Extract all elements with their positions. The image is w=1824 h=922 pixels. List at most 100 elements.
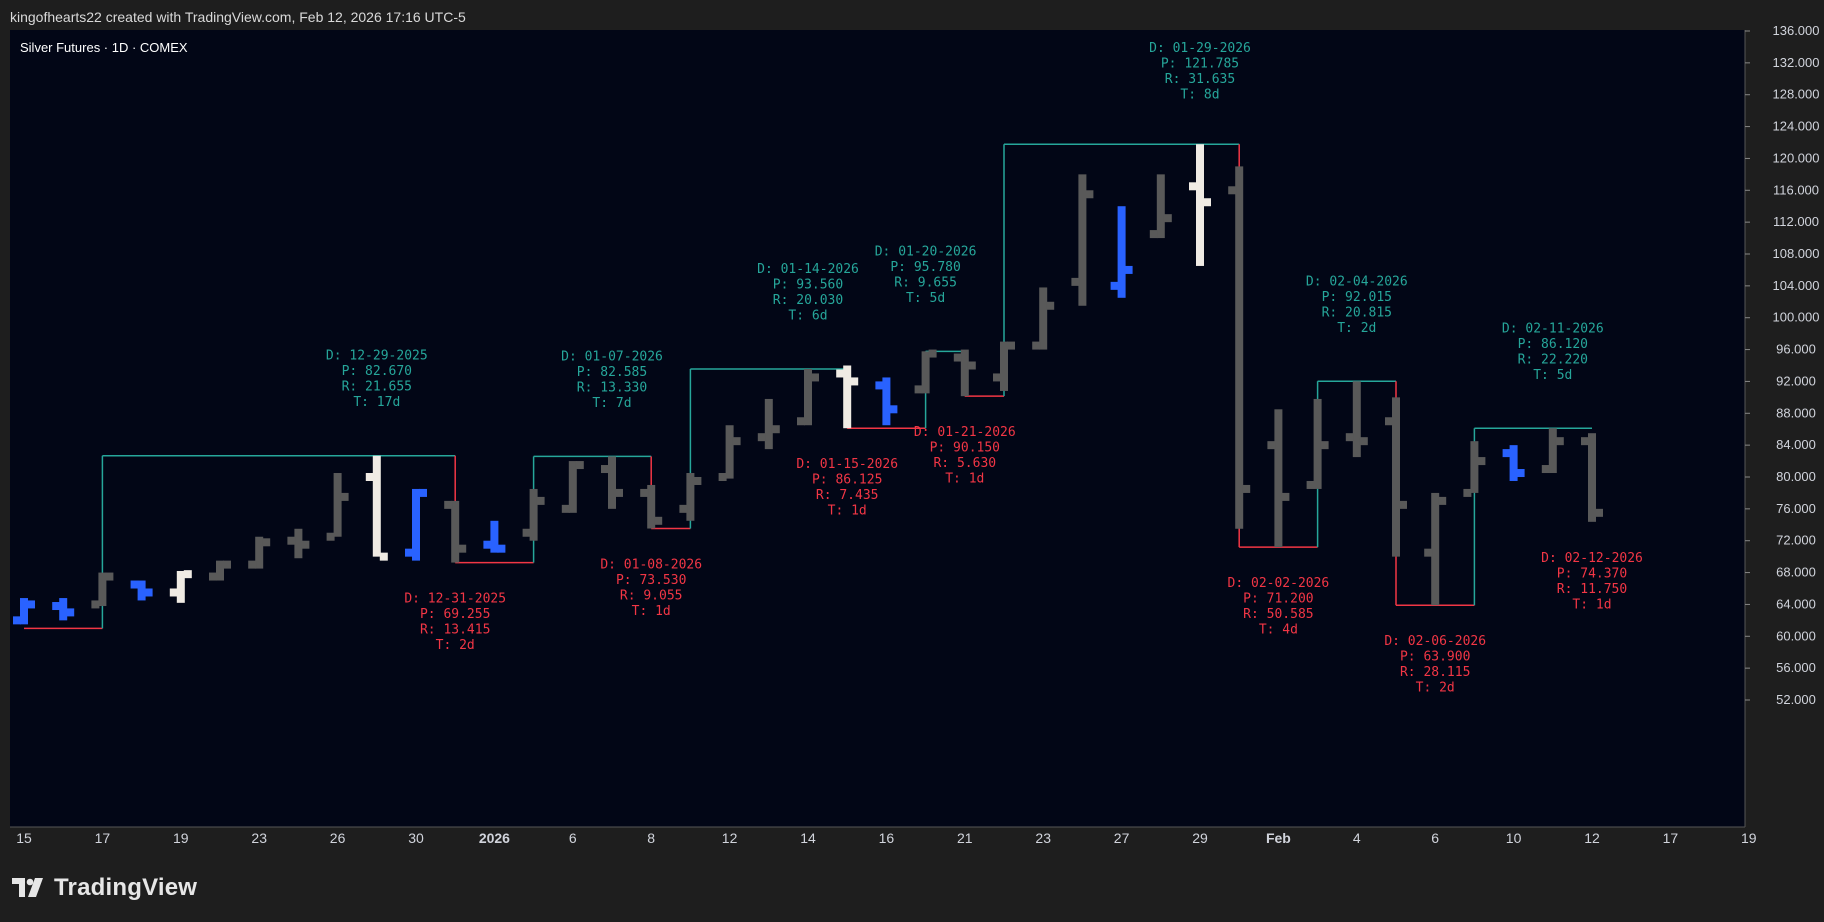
ohlc-bar bbox=[483, 520, 506, 553]
bar-open-tick bbox=[1189, 182, 1197, 191]
bar-range bbox=[608, 456, 616, 509]
bar-open-tick bbox=[601, 465, 609, 474]
ohlc-bar bbox=[1032, 287, 1055, 350]
tradingview-logo-text: TradingView bbox=[54, 874, 198, 901]
ohlc-bar bbox=[1267, 409, 1290, 548]
bar-close-tick bbox=[1085, 190, 1094, 199]
bar-open-tick bbox=[91, 600, 100, 609]
bar-open-tick bbox=[797, 417, 805, 426]
price-tick-label: 100.000 bbox=[1773, 310, 1820, 325]
ohlc-bar bbox=[1345, 381, 1368, 458]
annotation-line: T: 1d bbox=[828, 504, 867, 519]
bar-close-tick bbox=[1203, 198, 1211, 207]
bar-close-tick bbox=[419, 488, 427, 497]
bar-open-tick bbox=[875, 381, 884, 390]
price-axis[interactable]: 136.000 132.000 128.000 124.000 120.000 116.0… bbox=[1745, 23, 1820, 707]
bar-range bbox=[1470, 441, 1479, 493]
annotation-line: T: 2d bbox=[1416, 681, 1455, 696]
ohlc-bar bbox=[365, 455, 388, 561]
bar-close-tick bbox=[223, 560, 231, 569]
bar-close-tick bbox=[1124, 265, 1133, 274]
time-tick-label: 10 bbox=[1506, 830, 1522, 846]
bar-range bbox=[686, 473, 695, 521]
time-axis[interactable]: 15 17 19 23 26 30 2026 6 8 12 14 16 21 23 27 29 Feb 4 6 10 1… bbox=[16, 830, 1757, 846]
bar-open-tick bbox=[914, 385, 923, 394]
price-tick-label: 128.000 bbox=[1773, 87, 1820, 102]
bar-open-tick bbox=[13, 616, 21, 625]
tradingview-logo[interactable]: TradingView bbox=[12, 874, 197, 902]
bar-close-tick bbox=[1163, 214, 1172, 223]
time-tick-label: 21 bbox=[957, 830, 973, 846]
bar-close-tick bbox=[850, 377, 859, 386]
bar-open-tick bbox=[1110, 281, 1119, 290]
ohlc-bar bbox=[1502, 445, 1525, 481]
price-tick-label: 72.000 bbox=[1776, 533, 1816, 548]
bar-open-tick bbox=[1032, 341, 1041, 350]
bar-open-tick bbox=[953, 353, 962, 362]
ohlc-bar bbox=[679, 473, 702, 521]
ohlc-bar bbox=[248, 536, 271, 569]
price-tick-label: 68.000 bbox=[1776, 565, 1816, 580]
price-bars bbox=[13, 144, 1603, 625]
annotation-line: P: 86.120 bbox=[1518, 337, 1588, 352]
bar-close-tick bbox=[889, 405, 898, 414]
bar-range bbox=[137, 580, 146, 601]
annotation-line: D: 01-15-2026 bbox=[796, 457, 898, 472]
bar-range bbox=[451, 500, 460, 563]
price-tick-label: 136.000 bbox=[1773, 23, 1820, 38]
annotation-line: D: 02-04-2026 bbox=[1306, 274, 1408, 289]
bar-range bbox=[1313, 398, 1322, 489]
annotation-line: T: 1d bbox=[1572, 597, 1611, 612]
annotation-line: T: 2d bbox=[1337, 321, 1376, 336]
bar-close-tick bbox=[1281, 492, 1290, 501]
ohlc-bar bbox=[405, 488, 427, 561]
bar-range bbox=[843, 365, 852, 429]
annotation-line: P: 93.560 bbox=[773, 278, 843, 293]
bar-close-tick bbox=[1555, 437, 1564, 446]
annotation-line: D: 01-29-2026 bbox=[1149, 41, 1251, 56]
bar-open-tick bbox=[1463, 488, 1472, 497]
ohlc-bar bbox=[1581, 433, 1603, 522]
ohlc-bar bbox=[1110, 206, 1133, 298]
price-tick-label: 112.000 bbox=[1773, 214, 1819, 229]
bar-range bbox=[1509, 445, 1518, 481]
bar-range bbox=[921, 351, 930, 394]
bar-close-tick bbox=[928, 349, 937, 358]
bar-close-tick bbox=[693, 476, 702, 485]
bar-range bbox=[1117, 206, 1126, 298]
time-tick-label: 19 bbox=[173, 830, 189, 846]
bar-range bbox=[1078, 174, 1087, 306]
annotation-line: R: 9.655 bbox=[894, 275, 957, 290]
time-tick-label: 30 bbox=[408, 830, 424, 846]
annotation-line: R: 20.815 bbox=[1322, 305, 1392, 320]
annotation-line: P: 74.370 bbox=[1557, 566, 1627, 581]
annotation-line: D: 02-02-2026 bbox=[1228, 576, 1330, 591]
bar-open-tick bbox=[130, 580, 139, 589]
time-tick-label: 23 bbox=[251, 830, 267, 846]
annotation-line: P: 82.670 bbox=[342, 364, 412, 379]
annotation-line: T: 7d bbox=[592, 396, 631, 411]
ohlc-bar bbox=[1424, 492, 1447, 606]
time-tick-label: 14 bbox=[800, 830, 816, 846]
annotation-line: R: 13.415 bbox=[420, 623, 490, 638]
bar-range bbox=[1588, 433, 1596, 522]
ohlc-bar bbox=[953, 349, 976, 397]
bar-close-tick bbox=[301, 540, 310, 549]
ohlc-bar bbox=[1149, 174, 1172, 239]
bar-range bbox=[1196, 144, 1204, 266]
bar-range bbox=[1039, 287, 1048, 350]
price-tick-label: 132.000 bbox=[1773, 55, 1820, 70]
ohlc-bar bbox=[601, 456, 623, 509]
bar-open-tick bbox=[326, 532, 335, 541]
bar-close-tick bbox=[771, 425, 780, 434]
bar-range bbox=[412, 488, 420, 561]
ohlc-bar bbox=[444, 500, 467, 563]
